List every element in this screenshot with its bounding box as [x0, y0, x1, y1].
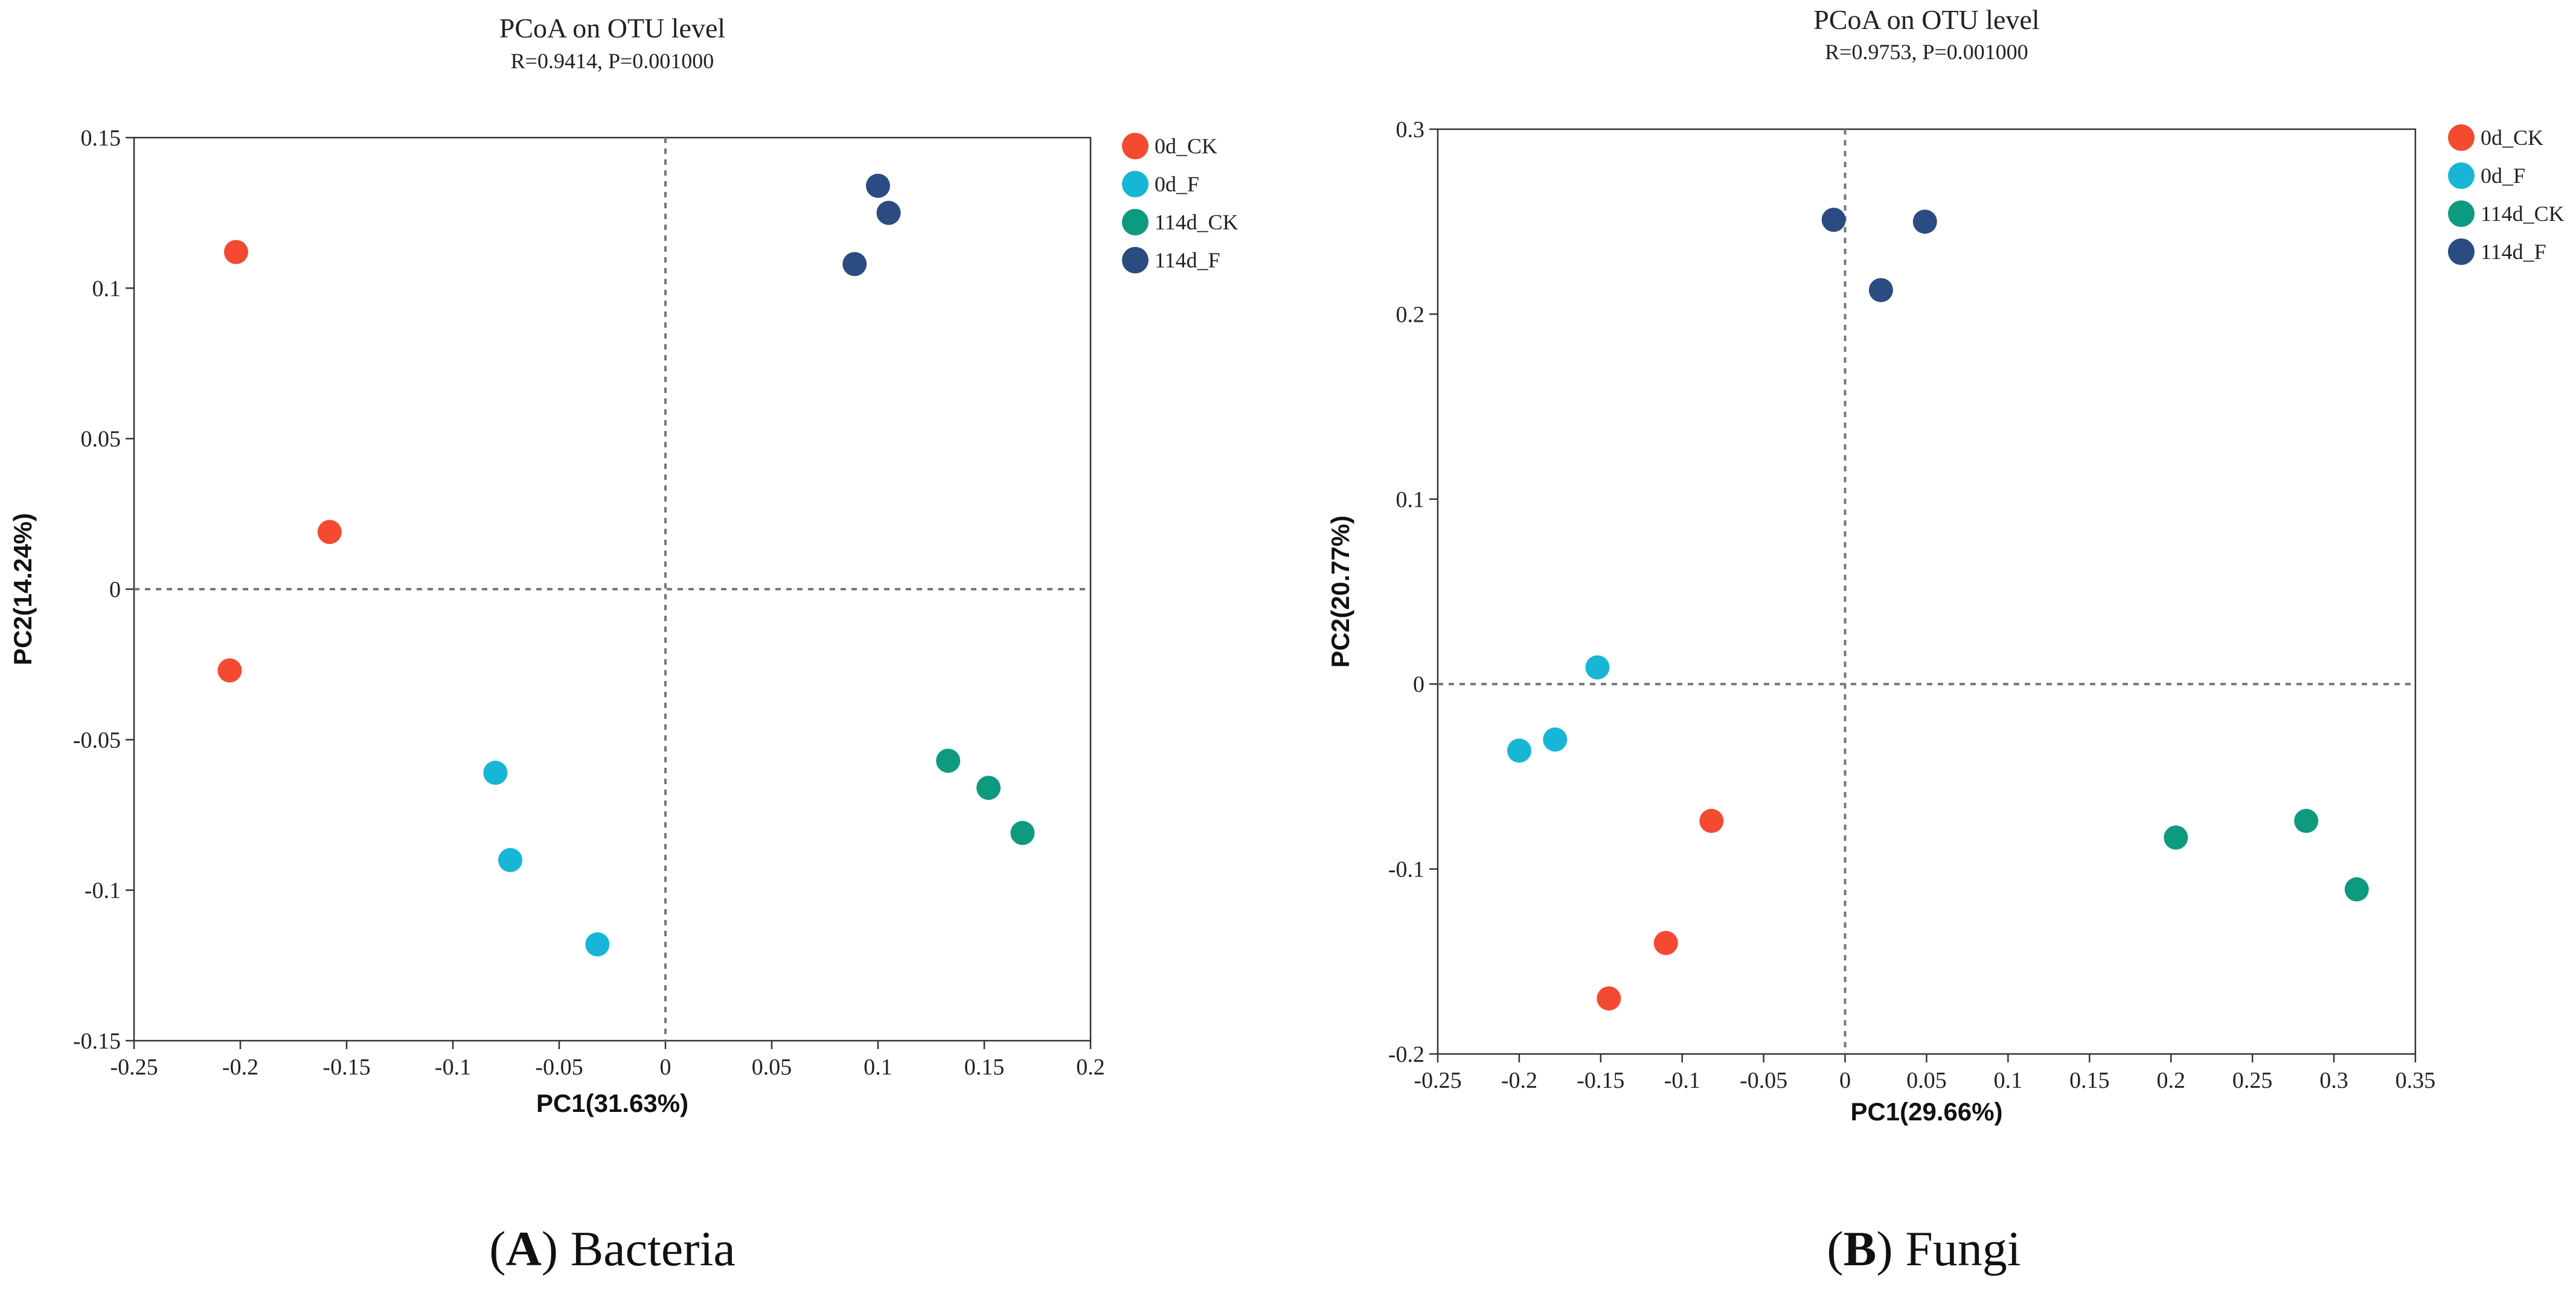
- y-tick-label: 0.15: [81, 126, 121, 151]
- x-tick-label: 0.2: [1076, 1055, 1105, 1080]
- x-tick-label: -0.05: [1740, 1068, 1787, 1093]
- y-tick-label: 0.1: [1396, 487, 1425, 512]
- chart-panel-a: PCoA on OTU level R=0.9414, P=0.001000 -0.…: [8, 13, 1238, 1276]
- point-114d-ck: [2164, 825, 2188, 850]
- y-axis-label: PC2(20.77%): [1326, 516, 1354, 668]
- legend-marker-114d-f: [2448, 238, 2475, 265]
- caption-paren-close: ): [542, 1221, 571, 1276]
- y-tick-label: 0: [1413, 672, 1424, 697]
- point-0d-f: [498, 848, 523, 872]
- point-0d-f: [585, 932, 610, 957]
- x-tick-label: 0: [1839, 1068, 1851, 1093]
- y-tick-label: -0.1: [1388, 857, 1424, 883]
- y-tick-label: -0.2: [1388, 1042, 1424, 1067]
- x-tick-label: 0.25: [2232, 1068, 2273, 1093]
- panel-caption: (A) Bacteria: [489, 1221, 735, 1276]
- x-axis-label: PC1(29.66%): [1850, 1097, 2002, 1126]
- point-114d-f: [866, 173, 890, 198]
- y-tick-label: 0: [109, 577, 121, 602]
- caption-text: Fungi: [1905, 1221, 2020, 1276]
- x-tick-label: -0.2: [222, 1055, 258, 1080]
- x-tick-label: 0.1: [1994, 1068, 2023, 1093]
- caption-paren-open: (: [489, 1221, 505, 1276]
- legend-label: 0d_CK: [1155, 134, 1217, 158]
- point-0d-ck: [317, 520, 342, 544]
- caption-letter: B: [1844, 1221, 1877, 1276]
- legend-label: 114d_CK: [2481, 202, 2565, 226]
- caption-paren-open: (: [1827, 1221, 1843, 1276]
- point-114d-f: [1912, 209, 1937, 234]
- chart-subtitle: R=0.9414, P=0.001000: [511, 49, 714, 73]
- point-0d-f: [1543, 727, 1568, 752]
- caption-text: Bacteria: [571, 1221, 735, 1276]
- point-0d-f: [1507, 738, 1531, 763]
- y-tick-label: 0.05: [81, 427, 121, 452]
- x-tick-label: -0.1: [1664, 1068, 1700, 1093]
- y-tick-label: -0.15: [73, 1029, 121, 1054]
- x-tick-label: 0.15: [964, 1055, 1005, 1080]
- point-114d-ck: [976, 776, 1001, 800]
- chart-title: PCoA on OTU level: [499, 13, 725, 43]
- legend-label: 114d_F: [2481, 240, 2546, 264]
- x-tick-label: -0.15: [322, 1055, 370, 1080]
- x-tick-label: -0.05: [535, 1055, 583, 1080]
- legend-marker-0d-ck: [2448, 124, 2475, 151]
- x-tick-label: 0.3: [2319, 1068, 2348, 1093]
- point-0d-ck: [1597, 986, 1621, 1011]
- point-114d-f: [876, 200, 901, 225]
- legend-label: 0d_F: [2481, 164, 2525, 188]
- point-0d-ck: [1653, 931, 1678, 956]
- y-tick-label: 0.1: [92, 276, 121, 301]
- point-0d-f: [483, 761, 508, 785]
- legend-label: 0d_CK: [2481, 126, 2543, 150]
- legend-marker-0d-f: [2448, 162, 2475, 189]
- y-tick-label: 0.3: [1396, 117, 1425, 142]
- caption-paren-close: ): [1876, 1221, 1905, 1276]
- point-114d-ck: [2294, 808, 2319, 833]
- x-tick-label: 0.15: [2069, 1068, 2110, 1093]
- panel-caption: (B) Fungi: [1827, 1221, 2020, 1276]
- y-tick-label: -0.1: [85, 878, 121, 904]
- x-axis-label: PC1(31.63%): [536, 1089, 688, 1117]
- legend-marker-114d-ck: [1122, 209, 1149, 235]
- point-0d-ck: [1699, 808, 1724, 833]
- point-114d-f: [842, 252, 867, 276]
- x-tick-label: -0.15: [1577, 1068, 1624, 1093]
- x-tick-label: 0: [660, 1055, 671, 1080]
- chart-subtitle: R=0.9753, P=0.001000: [1825, 40, 2028, 64]
- point-114d-f: [1821, 208, 1846, 232]
- chart-panel-b: PCoA on OTU level R=0.9753, P=0.001000 -0.…: [1326, 4, 2565, 1276]
- plot-frame: [1437, 128, 2417, 1055]
- y-tick-label: 0.2: [1396, 302, 1425, 327]
- x-tick-label: 0.2: [2157, 1068, 2186, 1093]
- legend-marker-0d-ck: [1122, 133, 1149, 159]
- legend-label: 0d_F: [1155, 172, 1199, 196]
- legend-label: 114d_CK: [1155, 210, 1238, 234]
- x-tick-label: 0.05: [752, 1055, 792, 1080]
- point-0d-ck: [217, 658, 242, 683]
- point-114d-ck: [2344, 877, 2369, 902]
- x-tick-label: -0.25: [110, 1055, 158, 1080]
- point-114d-ck: [936, 749, 961, 773]
- x-tick-label: -0.1: [435, 1055, 471, 1080]
- point-114d-f: [1868, 278, 1893, 302]
- y-tick-label: -0.05: [73, 727, 121, 753]
- caption-letter: A: [506, 1221, 542, 1276]
- x-tick-label: -0.2: [1501, 1068, 1537, 1093]
- x-tick-label: -0.25: [1414, 1068, 1461, 1093]
- chart-title: PCoA on OTU level: [1813, 4, 2039, 35]
- point-0d-f: [1585, 655, 1610, 680]
- point-114d-ck: [1010, 820, 1035, 845]
- x-tick-label: 0.35: [2395, 1068, 2436, 1093]
- legend-marker-114d-ck: [2448, 200, 2475, 227]
- legend-marker-114d-f: [1122, 247, 1149, 273]
- point-0d-ck: [223, 240, 248, 264]
- legend-label: 114d_F: [1155, 248, 1220, 272]
- y-axis-label: PC2(14.24%): [8, 513, 37, 665]
- x-tick-label: 0.1: [863, 1055, 892, 1080]
- x-tick-label: 0.05: [1906, 1068, 1947, 1093]
- legend-marker-0d-f: [1122, 171, 1149, 197]
